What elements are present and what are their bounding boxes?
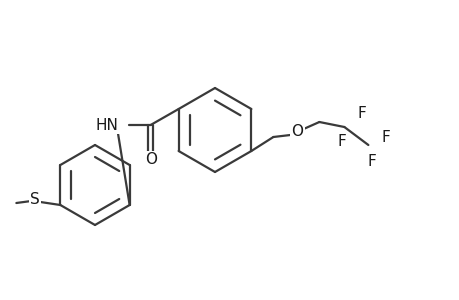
Text: O: O bbox=[144, 152, 156, 167]
Text: F: F bbox=[337, 134, 346, 148]
Text: F: F bbox=[367, 154, 376, 169]
Text: S: S bbox=[30, 193, 40, 208]
Text: O: O bbox=[291, 124, 303, 140]
Text: F: F bbox=[357, 106, 366, 121]
Text: F: F bbox=[381, 130, 390, 145]
Text: HN: HN bbox=[95, 118, 118, 133]
